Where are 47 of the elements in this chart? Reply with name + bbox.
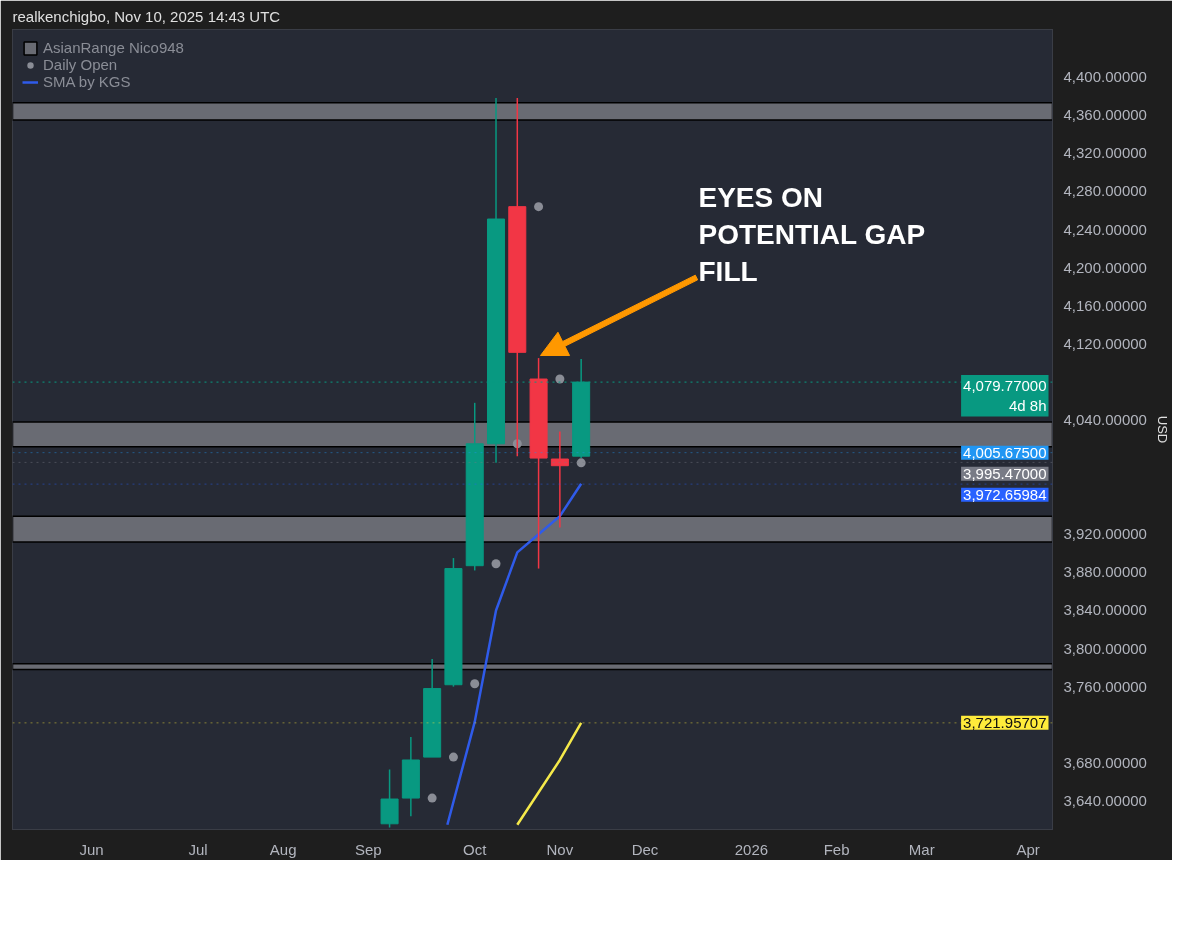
y-tick-label: 4,040.00000 <box>1063 410 1147 428</box>
candlestick <box>550 430 569 529</box>
x-tick-label: Aug <box>269 840 297 858</box>
ref-line-label: 4,005.67500 <box>963 443 1047 461</box>
y-tick-label: 3,920.00000 <box>1063 525 1147 543</box>
y-tick-label: 4,160.00000 <box>1063 296 1147 314</box>
y-tick-label: 4,320.00000 <box>1063 144 1147 162</box>
y-tick-label: 4,400.00000 <box>1063 68 1147 86</box>
y-axis-title: USD <box>1154 415 1170 444</box>
y-tick-label: 4,240.00000 <box>1063 220 1147 238</box>
point <box>448 752 458 762</box>
line-series <box>446 482 583 826</box>
ref-line-label: 3,995.47000 <box>963 464 1047 482</box>
x-tick-label: Dec <box>631 840 659 858</box>
y-tick-label: 3,880.00000 <box>1063 563 1147 581</box>
point <box>534 202 544 212</box>
x-tick-label: Oct <box>463 840 488 858</box>
point <box>576 458 586 468</box>
ref-line-label: 3,972.65984 <box>963 485 1047 503</box>
x-tick-label: 2026 <box>734 840 769 858</box>
legend-label: Daily Open <box>43 56 118 73</box>
point <box>555 374 565 384</box>
x-tick-label: Jun <box>79 840 104 858</box>
y-tick-label: 4,120.00000 <box>1063 334 1147 352</box>
point <box>491 559 501 569</box>
annotation: EYES ON POTENTIAL GAP FILL <box>698 181 926 287</box>
point <box>470 679 480 689</box>
y-tick-label: 4,280.00000 <box>1063 182 1147 200</box>
x-tick-label: Nov <box>546 840 574 858</box>
y-tick-label: 3,800.00000 <box>1063 639 1147 657</box>
legend-label: SMA by KGS <box>43 73 131 90</box>
y-tick-label: 3,760.00000 <box>1063 677 1147 695</box>
legend-label: AsianRange Nico948 <box>43 39 184 56</box>
x-tick-label: Sep <box>354 840 382 858</box>
y-tick-label: 3,640.00000 <box>1063 791 1147 809</box>
y-tick-label: 4,200.00000 <box>1063 258 1147 276</box>
ref-line-label: 4,079.77000 4d 8h <box>963 377 1047 415</box>
y-tick-label: 3,840.00000 <box>1063 601 1147 619</box>
x-tick-label: Jul <box>188 840 208 858</box>
x-tick-label: Apr <box>1016 840 1040 858</box>
ref-line-label: 3,721.95707 <box>963 713 1047 731</box>
chart-title: realkenchigbo, Nov 10, 2025 14:43 UTC <box>12 7 281 25</box>
x-tick-label: Mar <box>908 840 935 858</box>
x-tick-label: Feb <box>823 840 850 858</box>
point <box>427 793 437 803</box>
y-tick-label: 3,680.00000 <box>1063 753 1147 771</box>
y-tick-label: 4,360.00000 <box>1063 106 1147 124</box>
